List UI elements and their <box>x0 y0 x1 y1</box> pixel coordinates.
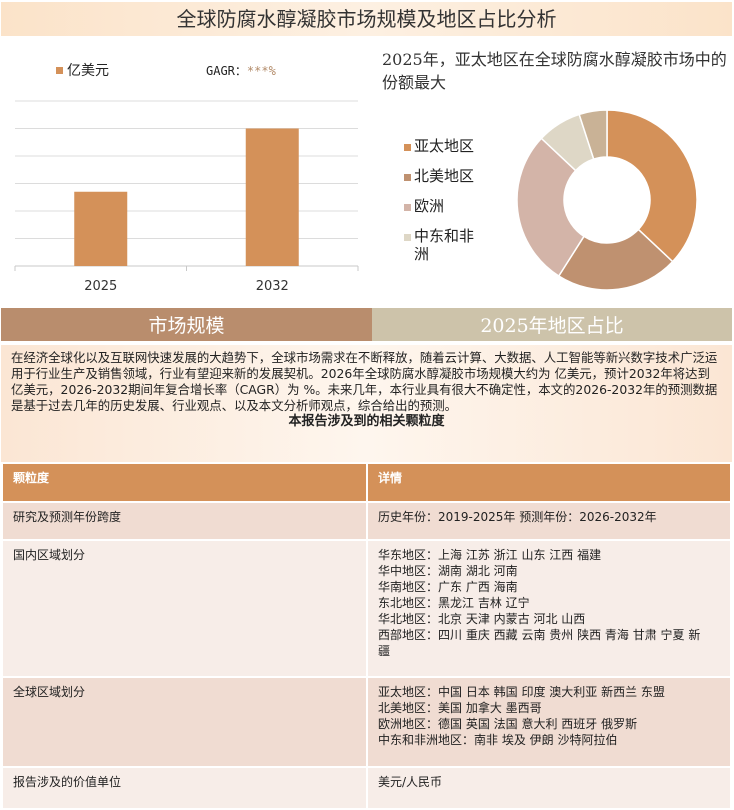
legend-item: 亚太地区 <box>404 137 484 167</box>
header-granularity: 颗粒度 <box>1 462 368 503</box>
cagr-label: GAGR： <box>206 64 247 78</box>
pie-title: 2025年，亚太地区在全球防腐水醇凝胶市场中的份额最大 <box>382 50 727 92</box>
row-detail: 历史年份：2019-2025年 预测年份：2026-2032年 <box>366 501 732 541</box>
granularity-table: 颗粒度 详情 研究及预测年份跨度 历史年份：2019-2025年 预测年份：2026… <box>1 462 732 810</box>
cagr-annotation: GAGR：***% <box>206 62 276 79</box>
x-tick-label: 2025 <box>84 279 117 294</box>
table-row: 报告涉及的价值单位 美元/人民币 <box>1 766 732 810</box>
cagr-value: ***% <box>246 64 276 78</box>
legend-swatch <box>404 144 411 151</box>
charts-canvas: 2025 2032 <box>14 100 698 294</box>
legend-swatch <box>56 66 63 74</box>
pie-slice-北美地区 <box>557 228 674 291</box>
row-detail: 亚太地区：中国 日本 韩国 印度 澳大利亚 新西兰 东盟 北美地区：美国 加拿大… <box>366 676 732 768</box>
pie-legend: 亚太地区北美地区欧洲中东和非洲 <box>404 137 484 263</box>
x-tick-label: 2032 <box>256 279 289 294</box>
legend-label: 亚太地区 <box>414 137 475 155</box>
legend-swatch <box>404 174 411 181</box>
bar-2032 <box>245 128 299 266</box>
row-label: 研究及预测年份跨度 <box>1 501 368 541</box>
legend-swatch <box>404 234 411 241</box>
pie-slice-欧洲 <box>516 137 585 278</box>
row-label: 报告涉及的价值单位 <box>1 766 368 810</box>
legend-label: 北美地区 <box>414 167 475 185</box>
section-tabs: 市场规模 2025年地区占比 <box>1 308 732 341</box>
legend-item: 欧洲 <box>404 197 484 227</box>
tab-market-size: 市场规模 <box>1 308 372 341</box>
legend-item: 中东和非洲 <box>404 227 484 263</box>
legend-label: 欧洲 <box>414 197 445 215</box>
pie-slice-other <box>578 109 608 161</box>
row-detail: 华东地区：上海 江苏 浙江 山东 江西 福建 华中地区：湖南 湖北 河南 华南地… <box>366 539 732 678</box>
table-row: 全球区域划分 亚太地区：中国 日本 韩国 印度 澳大利亚 新西兰 东盟 北美地区：… <box>1 676 732 768</box>
legend-item: 北美地区 <box>404 167 484 197</box>
legend-label: 亿美元 <box>67 63 109 79</box>
page-title: 全球防腐水醇凝胶市场规模及地区占比分析 <box>1 2 732 36</box>
row-detail: 美元/人民币 <box>366 766 732 810</box>
bar-legend: 亿美元 <box>56 60 109 80</box>
table-title: 本报告涉及到的相关颗粒度 <box>288 414 445 429</box>
tab-region-share: 2025年地区占比 <box>372 308 732 341</box>
table-row: 研究及预测年份跨度 历史年份：2019-2025年 预测年份：2026-2032年 <box>1 501 732 541</box>
description-panel: 在经济全球化以及互联网快速发展的大趋势下，全球市场需求在不断释放，随着云计算、大… <box>1 345 732 462</box>
legend-label: 中东和非洲 <box>414 227 475 263</box>
row-label: 国内区域划分 <box>1 539 368 678</box>
bar-2025 <box>74 191 128 266</box>
description-text: 在经济全球化以及互联网快速发展的大趋势下，全球市场需求在不断释放，随着云计算、大… <box>11 350 718 413</box>
header-detail: 详情 <box>366 462 732 503</box>
table-row: 国内区域划分 华东地区：上海 江苏 浙江 山东 江西 福建 华中地区：湖南 湖北 … <box>1 539 732 678</box>
legend-swatch <box>404 204 411 211</box>
row-label: 全球区域划分 <box>1 676 368 768</box>
pie-slice-亚太地区 <box>606 109 698 263</box>
